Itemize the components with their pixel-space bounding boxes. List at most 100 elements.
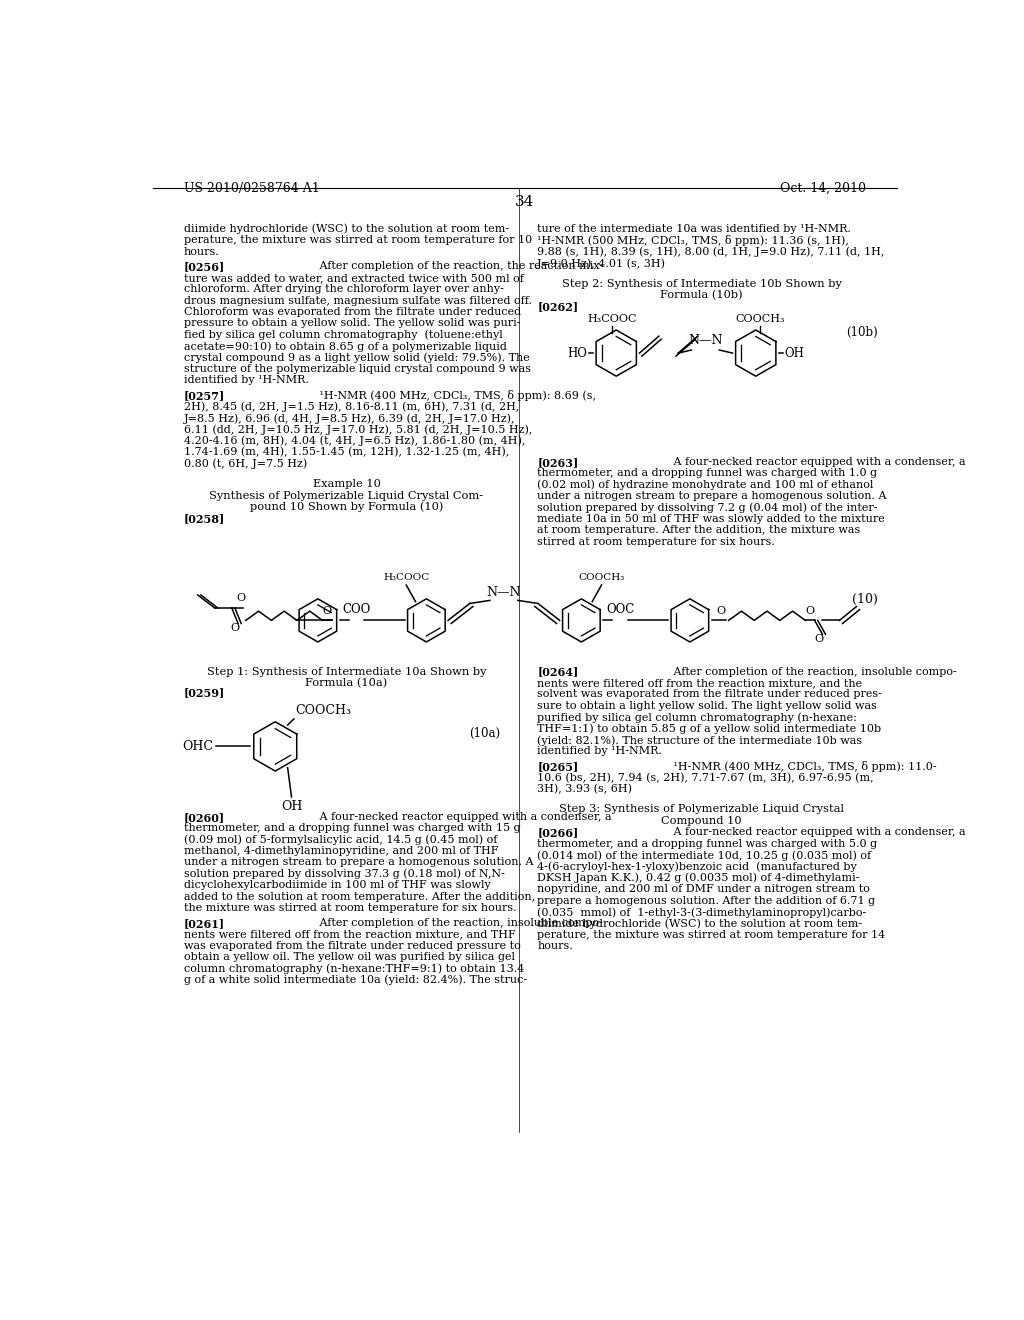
Text: 1.74-1.69 (m, 4H), 1.55-1.45 (m, 12H), 1.32-1.25 (m, 4H),: 1.74-1.69 (m, 4H), 1.55-1.45 (m, 12H), 1… [183,447,509,458]
Text: ¹H-NMR (400 MHz, CDCl₃, TMS, δ ppm): 11.0-: ¹H-NMR (400 MHz, CDCl₃, TMS, δ ppm): 11.… [663,762,936,772]
Text: Oct. 14, 2010: Oct. 14, 2010 [780,182,866,194]
Text: O: O [806,606,814,616]
Text: methanol, 4-dimethylaminopyridine, and 200 ml of THF: methanol, 4-dimethylaminopyridine, and 2… [183,846,499,857]
Text: (10a): (10a) [469,727,500,741]
Text: solution prepared by dissolving 37.3 g (0.18 mol) of N,N-: solution prepared by dissolving 37.3 g (… [183,869,505,879]
Text: Formula (10a): Formula (10a) [305,678,388,688]
Text: THF=1:1) to obtain 5.85 g of a yellow solid intermediate 10b: THF=1:1) to obtain 5.85 g of a yellow so… [538,723,882,734]
Text: Step 1: Synthesis of Intermediate 10a Shown by: Step 1: Synthesis of Intermediate 10a Sh… [207,667,486,677]
Text: nents were filtered off from the reaction mixture, and the: nents were filtered off from the reactio… [538,678,862,688]
Text: N—N: N—N [486,586,521,599]
Text: the mixture was stirred at room temperature for six hours.: the mixture was stirred at room temperat… [183,903,516,913]
Text: hours.: hours. [183,247,219,256]
Text: H₃COOC: H₃COOC [588,314,637,323]
Text: (10b): (10b) [846,326,878,339]
Text: HO: HO [567,347,588,359]
Text: acetate=90:10) to obtain 8.65 g of a polymerizable liquid: acetate=90:10) to obtain 8.65 g of a pol… [183,342,507,352]
Text: OOC: OOC [606,603,634,616]
Text: [0262]: [0262] [538,301,579,313]
Text: COO: COO [342,603,371,616]
Text: COOCH₃: COOCH₃ [735,314,784,323]
Text: crystal compound 9 as a light yellow solid (yield: 79.5%). The: crystal compound 9 as a light yellow sol… [183,352,529,363]
Text: J=9.0 Hz), 4.01 (s, 3H): J=9.0 Hz), 4.01 (s, 3H) [538,257,667,268]
Text: (0.09 mol) of 5-formylsalicylic acid, 14.5 g (0.45 mol) of: (0.09 mol) of 5-formylsalicylic acid, 14… [183,834,498,845]
Text: O: O [237,594,246,603]
Text: pressure to obtain a yellow solid. The yellow solid was puri-: pressure to obtain a yellow solid. The y… [183,318,520,329]
Text: was evaporated from the filtrate under reduced pressure to: was evaporated from the filtrate under r… [183,941,520,950]
Text: [0265]: [0265] [538,762,579,772]
Text: drous magnesium sulfate, magnesium sulfate was filtered off.: drous magnesium sulfate, magnesium sulfa… [183,296,531,306]
Text: purified by silica gel column chromatography (n-hexane:: purified by silica gel column chromatogr… [538,713,857,723]
Text: prepare a homogenous solution. After the addition of 6.71 g: prepare a homogenous solution. After the… [538,896,876,906]
Text: O: O [717,606,725,616]
Text: Formula (10b): Formula (10b) [660,290,742,300]
Text: [0260]: [0260] [183,812,225,822]
Text: Synthesis of Polymerizable Liquid Crystal Com-: Synthesis of Polymerizable Liquid Crysta… [210,491,483,500]
Text: [0258]: [0258] [183,513,225,524]
Text: hours.: hours. [538,941,573,952]
Text: under a nitrogen stream to prepare a homogenous solution. A: under a nitrogen stream to prepare a hom… [538,491,887,502]
Text: OH: OH [784,347,804,359]
Text: 10.6 (bs, 2H), 7.94 (s, 2H), 7.71-7.67 (m, 3H), 6.97-6.95 (m,: 10.6 (bs, 2H), 7.94 (s, 2H), 7.71-7.67 (… [538,772,873,783]
Text: structure of the polymerizable liquid crystal compound 9 was: structure of the polymerizable liquid cr… [183,364,530,374]
Text: Chloroform was evaporated from the filtrate under reduced: Chloroform was evaporated from the filtr… [183,308,521,317]
Text: obtain a yellow oil. The yellow oil was purified by silica gel: obtain a yellow oil. The yellow oil was … [183,952,515,962]
Text: diimide hydrochloride (WSC) to the solution at room tem-: diimide hydrochloride (WSC) to the solut… [183,224,509,235]
Text: under a nitrogen stream to prepare a homogenous solution. A: under a nitrogen stream to prepare a hom… [183,858,534,867]
Text: 3H), 3.93 (s, 6H): 3H), 3.93 (s, 6H) [538,784,632,795]
Text: at room temperature. After the addition, the mixture was: at room temperature. After the addition,… [538,525,860,536]
Text: nopyridine, and 200 ml of DMF under a nitrogen stream to: nopyridine, and 200 ml of DMF under a ni… [538,884,870,894]
Text: After completion of the reaction, insoluble compo-: After completion of the reaction, insolu… [663,667,956,677]
Text: identified by ¹H-NMR.: identified by ¹H-NMR. [538,746,663,756]
Text: Step 3: Synthesis of Polymerizable Liquid Crystal: Step 3: Synthesis of Polymerizable Liqui… [559,804,844,814]
Text: identified by ¹H-NMR.: identified by ¹H-NMR. [183,375,308,385]
Text: O: O [230,623,240,634]
Text: ture was added to water, and extracted twice with 500 ml of: ture was added to water, and extracted t… [183,273,523,282]
Text: [0261]: [0261] [183,917,225,929]
Text: ture of the intermediate 10a was identified by ¹H-NMR.: ture of the intermediate 10a was identif… [538,224,851,234]
Text: (0.014 mol) of the intermediate 10d, 10.25 g (0.035 mol) of: (0.014 mol) of the intermediate 10d, 10.… [538,850,871,861]
Text: Compound 10: Compound 10 [662,816,741,826]
Text: diimide hydrochloride (WSC) to the solution at room tem-: diimide hydrochloride (WSC) to the solut… [538,919,862,929]
Text: OHC: OHC [182,741,213,752]
Text: (0.02 mol) of hydrazine monohydrate and 100 ml of ethanol: (0.02 mol) of hydrazine monohydrate and … [538,480,873,491]
Text: [0259]: [0259] [183,688,225,698]
Text: N—N: N—N [688,334,723,347]
Text: After completion of the reaction, the reaction mix-: After completion of the reaction, the re… [309,261,603,272]
Text: nents were filtered off from the reaction mixture, and THF: nents were filtered off from the reactio… [183,929,515,940]
Text: fied by silica gel column chromatography  (toluene:ethyl: fied by silica gel column chromatography… [183,330,503,341]
Text: [0266]: [0266] [538,828,579,838]
Text: thermometer, and a dropping funnel was charged with 1.0 g: thermometer, and a dropping funnel was c… [538,469,878,478]
Text: 9.88 (s, 1H), 8.39 (s, 1H), 8.00 (d, 1H, J=9.0 Hz), 7.11 (d, 1H,: 9.88 (s, 1H), 8.39 (s, 1H), 8.00 (d, 1H,… [538,247,885,257]
Text: [0257]: [0257] [183,391,225,401]
Text: OH: OH [281,800,302,813]
Text: 4-(6-acryloyl-hex-1-yloxy)benzoic acid  (manufactured by: 4-(6-acryloyl-hex-1-yloxy)benzoic acid (… [538,862,857,873]
Text: H₃COOC: H₃COOC [383,573,429,582]
Text: column chromatography (n-hexane:THF=9:1) to obtain 13.4: column chromatography (n-hexane:THF=9:1)… [183,964,524,974]
Text: added to the solution at room temperature. After the addition,: added to the solution at room temperatur… [183,891,535,902]
Text: 2H), 8.45 (d, 2H, J=1.5 Hz), 8.16-8.11 (m, 6H), 7.31 (d, 2H,: 2H), 8.45 (d, 2H, J=1.5 Hz), 8.16-8.11 (… [183,401,519,412]
Text: perature, the mixture was stirred at room temperature for 14: perature, the mixture was stirred at roo… [538,929,886,940]
Text: COOCH₃: COOCH₃ [295,705,351,717]
Text: sure to obtain a light yellow solid. The light yellow solid was: sure to obtain a light yellow solid. The… [538,701,878,710]
Text: stirred at room temperature for six hours.: stirred at room temperature for six hour… [538,537,775,546]
Text: Step 2: Synthesis of Intermediate 10b Shown by: Step 2: Synthesis of Intermediate 10b Sh… [561,279,842,289]
Text: 6.11 (dd, 2H, J=10.5 Hz, J=17.0 Hz), 5.81 (d, 2H, J=10.5 Hz),: 6.11 (dd, 2H, J=10.5 Hz, J=17.0 Hz), 5.8… [183,425,532,436]
Text: pound 10 Shown by Formula (10): pound 10 Shown by Formula (10) [250,502,443,512]
Text: 34: 34 [515,195,535,210]
Text: ¹H-NMR (500 MHz, CDCl₃, TMS, δ ppm): 11.36 (s, 1H),: ¹H-NMR (500 MHz, CDCl₃, TMS, δ ppm): 11.… [538,235,849,247]
Text: ¹H-NMR (400 MHz, CDCl₃, TMS, δ ppm): 8.69 (s,: ¹H-NMR (400 MHz, CDCl₃, TMS, δ ppm): 8.6… [309,391,596,401]
Text: (yield: 82.1%). The structure of the intermediate 10b was: (yield: 82.1%). The structure of the int… [538,735,862,746]
Text: 4.20-4.16 (m, 8H), 4.04 (t, 4H, J=6.5 Hz), 1.86-1.80 (m, 4H),: 4.20-4.16 (m, 8H), 4.04 (t, 4H, J=6.5 Hz… [183,436,525,446]
Text: A four-necked reactor equipped with a condenser, a: A four-necked reactor equipped with a co… [309,812,611,822]
Text: [0256]: [0256] [183,261,225,272]
Text: thermometer, and a dropping funnel was charged with 5.0 g: thermometer, and a dropping funnel was c… [538,838,878,849]
Text: O: O [815,635,824,644]
Text: A four-necked reactor equipped with a condenser, a: A four-necked reactor equipped with a co… [663,828,966,837]
Text: Example 10: Example 10 [312,479,381,490]
Text: (10): (10) [852,594,878,606]
Text: After completion of the reaction, insoluble compo-: After completion of the reaction, insolu… [309,917,603,928]
Text: perature, the mixture was stirred at room temperature for 10: perature, the mixture was stirred at roo… [183,235,532,246]
Text: O: O [323,606,332,616]
Text: 0.80 (t, 6H, J=7.5 Hz): 0.80 (t, 6H, J=7.5 Hz) [183,458,307,469]
